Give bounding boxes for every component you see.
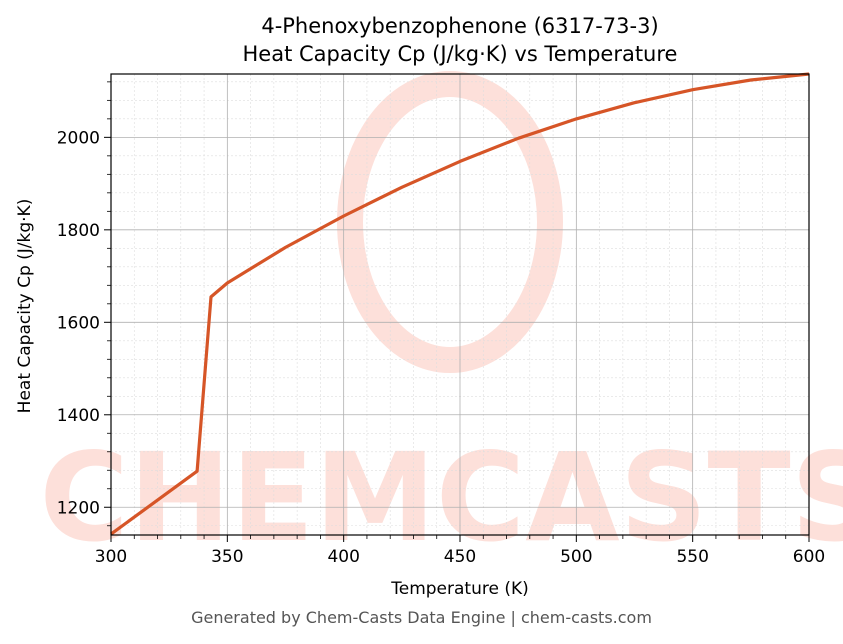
x-tick-label: 450 [444, 547, 476, 567]
series-layer [110, 72, 810, 536]
watermark-logo-ring [337, 71, 563, 373]
x-tick-label: 600 [793, 547, 825, 567]
y-tick-label: 1200 [57, 498, 100, 518]
y-tick-label: 1800 [57, 221, 100, 241]
chart-title-line2: Heat Capacity Cp (J/kg·K) vs Temperature [243, 42, 678, 66]
series-line [110, 72, 810, 536]
y-tick-label: 2000 [57, 128, 100, 148]
x-axis-label: Temperature (K) [390, 579, 529, 599]
y-axis-ticks: 1200 1400 1600 1800 2000 [57, 81, 111, 527]
x-tick-label: 300 [95, 547, 127, 567]
y-tick-label: 1600 [57, 313, 100, 333]
x-tick-label: 550 [676, 547, 708, 567]
x-tick-label: 400 [327, 547, 359, 567]
x-tick-label: 500 [560, 547, 592, 567]
y-axis-label: Heat Capacity Cp (J/kg·K) [15, 199, 35, 414]
y-tick-label: 1400 [57, 406, 100, 426]
watermark-text: CHEMCASTS [39, 427, 843, 569]
chart-title-line1: 4-Phenoxybenzophenone (6317-73-3) [261, 14, 658, 38]
x-axis-ticks: 300 350 400 450 500 550 600 [95, 535, 825, 567]
x-tick-label: 350 [211, 547, 243, 567]
watermark: CHEMCASTS [39, 71, 843, 569]
footer-credit: Generated by Chem-Casts Data Engine | ch… [191, 608, 652, 627]
